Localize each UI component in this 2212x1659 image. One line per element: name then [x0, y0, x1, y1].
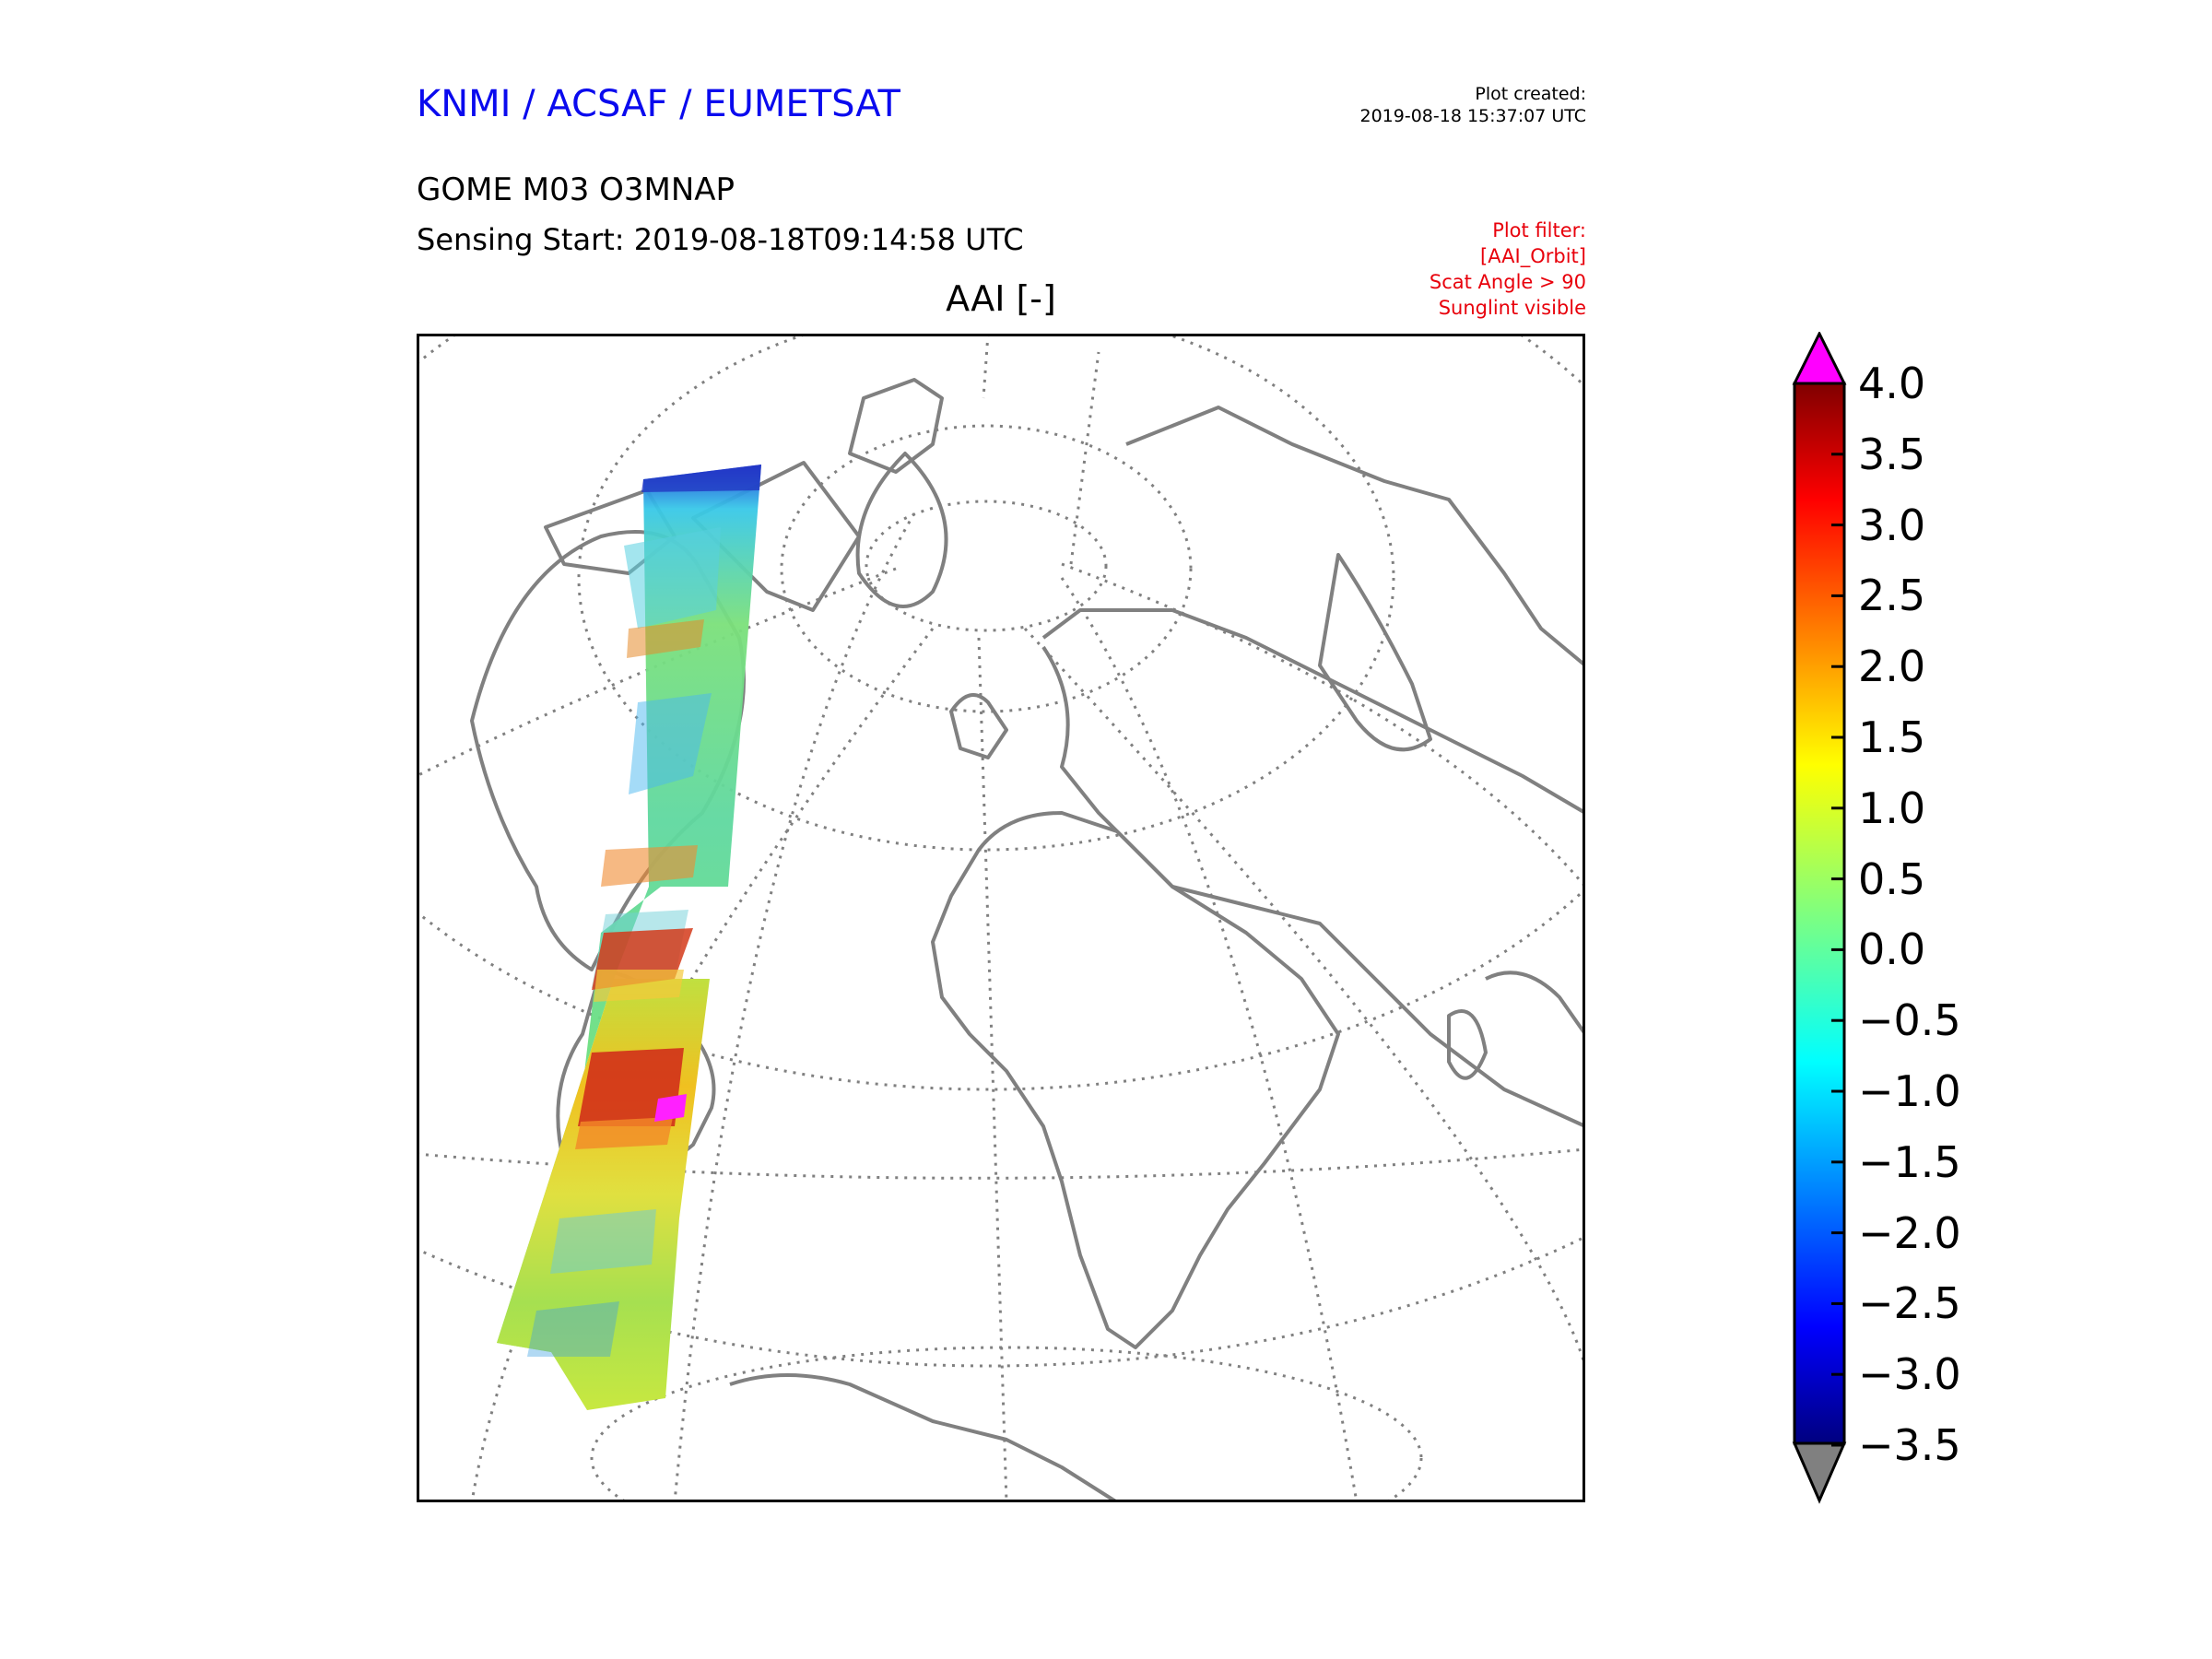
colorbar-tick-label: −1.0	[1858, 1066, 1961, 1116]
colorbar-tick-label: −1.5	[1858, 1136, 1961, 1187]
map-title: AAI [-]	[946, 278, 1056, 319]
colorbar-tickmarks	[1831, 382, 1844, 1447]
colorbar-tick-label: −3.5	[1858, 1420, 1961, 1470]
colorbar-tick-label: 3.0	[1858, 500, 1926, 550]
map-frame	[417, 334, 1585, 1502]
plot-created: Plot created: 2019-08-18 15:37:07 UTC	[1360, 83, 1587, 127]
colorbar-tick-label: −0.5	[1858, 995, 1961, 1046]
colorbar-tick-label: 0.0	[1858, 924, 1926, 975]
sensing-start: Sensing Start: 2019-08-18T09:14:58 UTC	[417, 222, 1024, 257]
colorbar-tick-label: 3.5	[1858, 429, 1926, 479]
filter-line: Scat Angle > 90	[1429, 271, 1586, 293]
filter-line: Sunglint visible	[1438, 297, 1586, 319]
colorbar-tick-label: 4.0	[1858, 359, 1926, 408]
aai-swath	[497, 465, 761, 1410]
colorbar-tick-label: 1.0	[1858, 782, 1926, 833]
agency-title: KNMI / ACSAF / EUMETSAT	[417, 83, 900, 125]
map-panel	[417, 334, 1585, 1502]
product-name: GOME M03 O3MNAP	[417, 171, 735, 208]
colorbar-tick-label: −2.5	[1858, 1278, 1961, 1329]
colorbar-tick-label: 2.0	[1858, 641, 1926, 692]
plot-filter: Plot filter: [AAI_Orbit] Scat Angle > 90…	[1430, 218, 1586, 321]
filter-line: Plot filter:	[1492, 219, 1586, 241]
colorbar-tick-label: −3.0	[1858, 1349, 1961, 1400]
colorbar-gradient	[1793, 382, 1846, 1445]
colorbar-under-triangle	[1792, 1441, 1847, 1504]
plot-created-label: Plot created:	[1475, 84, 1586, 104]
filter-line: [AAI_Orbit]	[1480, 245, 1586, 267]
colorbar-tick-label: 1.5	[1858, 712, 1926, 762]
plot-created-time: 2019-08-18 15:37:07 UTC	[1359, 106, 1587, 126]
colorbar-tick-label: 2.5	[1858, 571, 1926, 621]
colorbar	[1792, 332, 1847, 1504]
colorbar-over-triangle	[1792, 332, 1847, 385]
colorbar-tick-label: 0.5	[1858, 853, 1926, 904]
colorbar-tick-label: −2.0	[1858, 1207, 1961, 1258]
